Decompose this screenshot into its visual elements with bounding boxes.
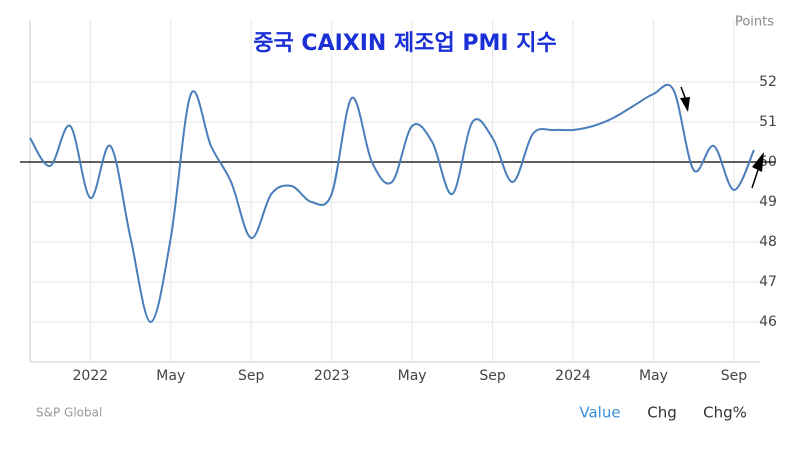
y-tick-label: 46	[759, 314, 777, 330]
plot	[20, 83, 775, 324]
x-tick-label: 2024	[555, 368, 591, 384]
x-tick-label: May	[398, 368, 427, 384]
x-tick-label: Sep	[238, 368, 265, 384]
tab[interactable]: Chg	[647, 404, 677, 422]
y-tick-label: 49	[759, 194, 777, 210]
chart-title: 중국 CAIXIN 제조업 PMI 지수	[253, 31, 556, 56]
background	[0, 0, 794, 430]
y-tick-label: 48	[759, 234, 777, 250]
y-tick-label: 47	[759, 274, 777, 290]
arrow	[751, 169, 759, 189]
annotation-arrows	[680, 86, 764, 189]
tab[interactable]: Chg%	[703, 404, 747, 422]
data-line	[29, 83, 755, 324]
tab[interactable]: Value	[579, 404, 620, 422]
arrow-head	[752, 152, 764, 172]
y-axis-label: Points	[735, 15, 774, 30]
x-tick-label: May	[639, 368, 668, 384]
arrow-head	[680, 97, 690, 112]
x-tick-label: 2022	[73, 368, 109, 384]
x-tick-label: Sep	[479, 368, 506, 384]
x-tick-label: May	[156, 368, 185, 384]
source: S&P Global	[36, 406, 102, 420]
x-tick-label: 2023	[314, 368, 350, 384]
y-tick-label: 51	[759, 114, 777, 130]
x-tick-label: Sep	[721, 368, 748, 384]
y-tick-label: 52	[759, 74, 777, 90]
